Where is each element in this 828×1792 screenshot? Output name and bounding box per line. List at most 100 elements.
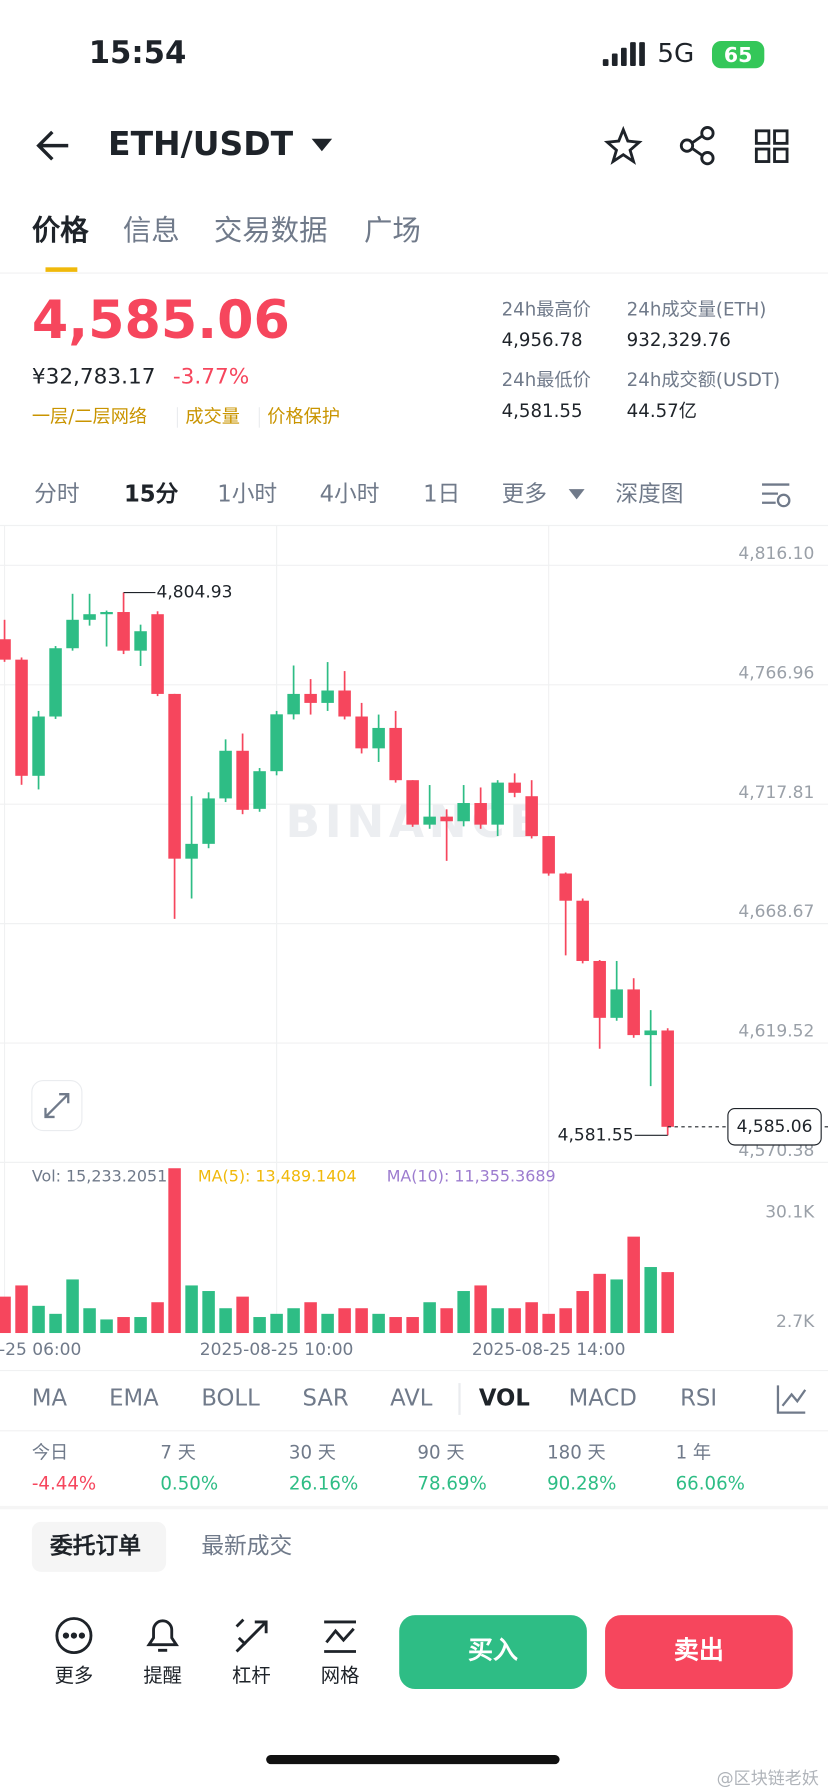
chart-settings-icon[interactable] xyxy=(762,483,791,508)
more-icon[interactable] xyxy=(55,1617,93,1655)
indicator[interactable]: BOLL xyxy=(201,1385,260,1411)
tab[interactable]: 广场 xyxy=(364,214,421,247)
volume-bar xyxy=(49,1313,62,1334)
candle-body xyxy=(202,798,215,844)
volume-bar xyxy=(151,1302,164,1334)
more-dropdown[interactable] xyxy=(568,489,585,500)
volume-bar xyxy=(185,1285,198,1334)
y-tick-label: 4,717.81 xyxy=(738,783,814,803)
signal-icon xyxy=(602,42,645,67)
tag[interactable]: 一层/二层网络 xyxy=(32,406,147,427)
candle-body xyxy=(15,659,28,776)
interval[interactable]: 分时 xyxy=(34,481,79,507)
candle-body xyxy=(0,639,11,660)
candle-body xyxy=(66,619,79,649)
candle-body xyxy=(406,780,419,825)
order-tab[interactable]: 委托订单 xyxy=(49,1533,141,1559)
share-icon[interactable] xyxy=(679,126,715,166)
indicator[interactable]: EMA xyxy=(109,1385,159,1411)
buy-button[interactable] xyxy=(399,1615,587,1690)
indicator[interactable]: RSI xyxy=(680,1385,717,1411)
order-tab[interactable]: 最新成交 xyxy=(201,1533,292,1559)
volume-bar xyxy=(440,1308,453,1334)
y-tick-label: 4,570.38 xyxy=(738,1141,814,1161)
candle-body xyxy=(457,803,470,822)
stat-label: 24h成交量(ETH) xyxy=(627,300,767,321)
indicator[interactable]: MACD xyxy=(569,1385,637,1411)
star-icon[interactable] xyxy=(603,125,643,165)
expand-button[interactable] xyxy=(31,1079,83,1132)
buy-label[interactable]: 买入 xyxy=(468,1635,518,1664)
volume-bar xyxy=(491,1308,504,1334)
tag[interactable]: 成交量 xyxy=(185,406,240,427)
volume-tick-label: 2.7K xyxy=(776,1312,815,1332)
candle-body xyxy=(253,771,266,809)
indicator-settings-icon[interactable] xyxy=(776,1385,807,1414)
indicator[interactable]: VOL xyxy=(479,1385,530,1411)
low-marker-label: 4,581.55 xyxy=(558,1125,634,1145)
candle-body xyxy=(168,693,181,859)
volume-bar xyxy=(219,1308,232,1334)
volume-bar xyxy=(83,1308,96,1334)
tag[interactable]: 价格保护 xyxy=(267,406,340,427)
interval[interactable]: 15分 xyxy=(124,481,179,507)
interval[interactable]: 1日 xyxy=(423,481,460,507)
volume-bar xyxy=(32,1305,45,1334)
candle-body xyxy=(661,1030,674,1127)
volume-bar xyxy=(644,1267,657,1334)
sell-label[interactable]: 卖出 xyxy=(674,1635,724,1664)
interval[interactable]: 深度图 xyxy=(615,481,683,507)
stat-value: 4,581.55 xyxy=(502,401,583,422)
indicator[interactable]: MA xyxy=(32,1385,68,1411)
leverage-icon[interactable] xyxy=(235,1618,268,1653)
section-gap xyxy=(0,1505,828,1510)
candle-body xyxy=(287,693,300,715)
grid-icon[interactable] xyxy=(754,129,789,163)
tab[interactable]: 信息 xyxy=(123,214,180,247)
candle-body xyxy=(576,900,589,961)
volume-bar xyxy=(338,1308,351,1334)
tab[interactable]: 交易数据 xyxy=(214,214,328,247)
indicator[interactable]: SAR xyxy=(303,1385,349,1411)
x-tick-label: 2025-08-25 06:00 xyxy=(0,1340,81,1360)
volume-bar xyxy=(559,1308,572,1334)
volume-bar xyxy=(542,1313,555,1334)
candle-body xyxy=(338,690,351,717)
interval[interactable]: 4小时 xyxy=(320,481,380,507)
high-marker-label: 4,804.93 xyxy=(157,583,233,603)
order-tab-active[interactable] xyxy=(31,1521,167,1572)
candle-body xyxy=(508,782,521,793)
tab[interactable]: 价格 xyxy=(32,214,89,247)
pair-dropdown[interactable] xyxy=(311,138,333,152)
volume-bar xyxy=(321,1313,334,1334)
action-label[interactable]: 提醒 xyxy=(143,1664,182,1687)
candle-body xyxy=(423,816,436,825)
pair-title[interactable]: ETH/USDT xyxy=(108,124,294,163)
indicator[interactable]: AVL xyxy=(390,1385,433,1411)
stat-label: 24h成交额(USDT) xyxy=(627,370,780,391)
volume-bar xyxy=(15,1285,28,1334)
grid-bot-icon[interactable] xyxy=(324,1620,356,1653)
candle-body xyxy=(525,796,538,837)
action-label[interactable]: 更多 xyxy=(55,1664,94,1687)
action-label[interactable]: 网格 xyxy=(321,1664,360,1687)
volume-legend: MA(5): 13,489.1404 xyxy=(198,1167,357,1186)
volume-bar xyxy=(253,1317,266,1334)
back-arrow[interactable] xyxy=(36,130,69,161)
battery xyxy=(711,40,765,69)
sell-button[interactable] xyxy=(605,1615,793,1690)
candle-body xyxy=(151,614,164,694)
bell-icon[interactable] xyxy=(146,1619,179,1652)
battery-level: 65 xyxy=(724,43,752,67)
action-label[interactable]: 杠杆 xyxy=(232,1664,271,1687)
period-label: 1 年 xyxy=(676,1443,712,1464)
last-price-label: 4,585.06 xyxy=(737,1117,813,1137)
volume-bar xyxy=(474,1285,487,1334)
candle-body xyxy=(440,816,453,822)
interval[interactable]: 1小时 xyxy=(217,481,277,507)
volume-bar xyxy=(270,1313,283,1334)
period-label: 30 天 xyxy=(289,1443,336,1464)
volume-bar xyxy=(0,1296,11,1334)
interval[interactable]: 更多 xyxy=(502,481,547,507)
